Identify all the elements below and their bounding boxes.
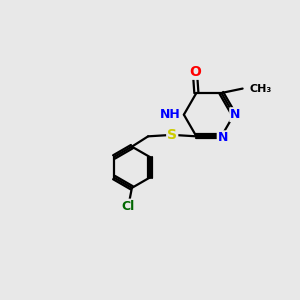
- Text: NH: NH: [160, 108, 181, 121]
- Text: CH₃: CH₃: [249, 84, 271, 94]
- Text: Cl: Cl: [122, 200, 135, 213]
- Text: N: N: [230, 108, 241, 121]
- Text: S: S: [167, 128, 177, 142]
- Text: O: O: [189, 65, 201, 79]
- Text: N: N: [218, 131, 228, 144]
